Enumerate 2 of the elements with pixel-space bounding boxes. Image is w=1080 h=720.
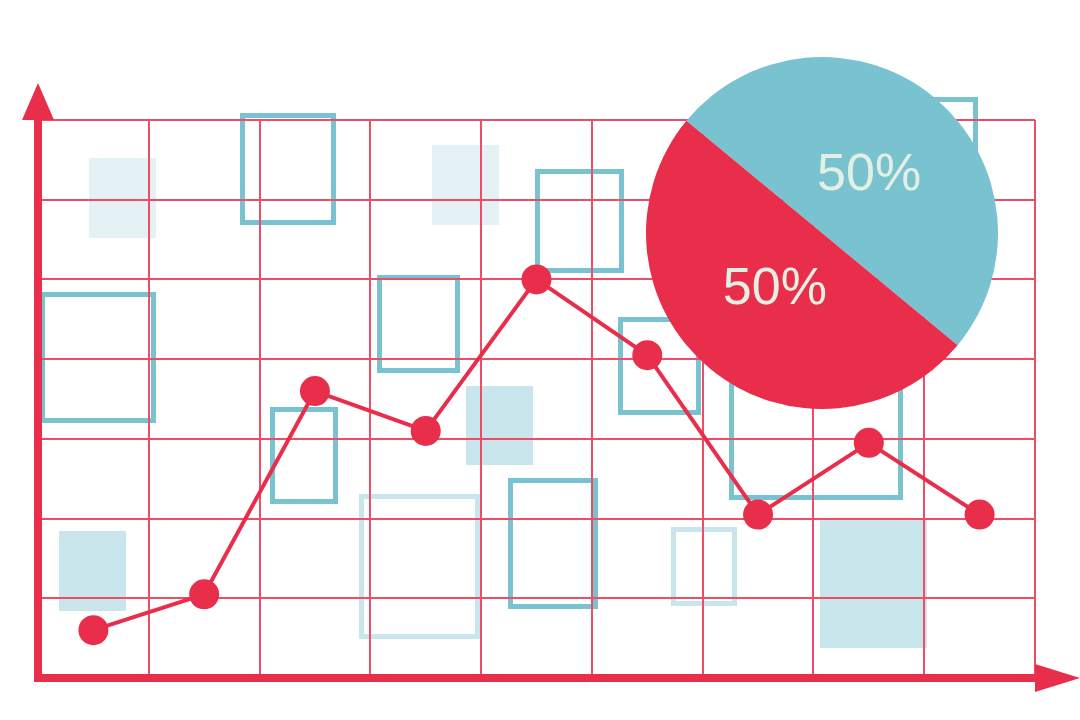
data-label: 50% <box>817 143 922 202</box>
data-label: 50% <box>722 257 827 316</box>
